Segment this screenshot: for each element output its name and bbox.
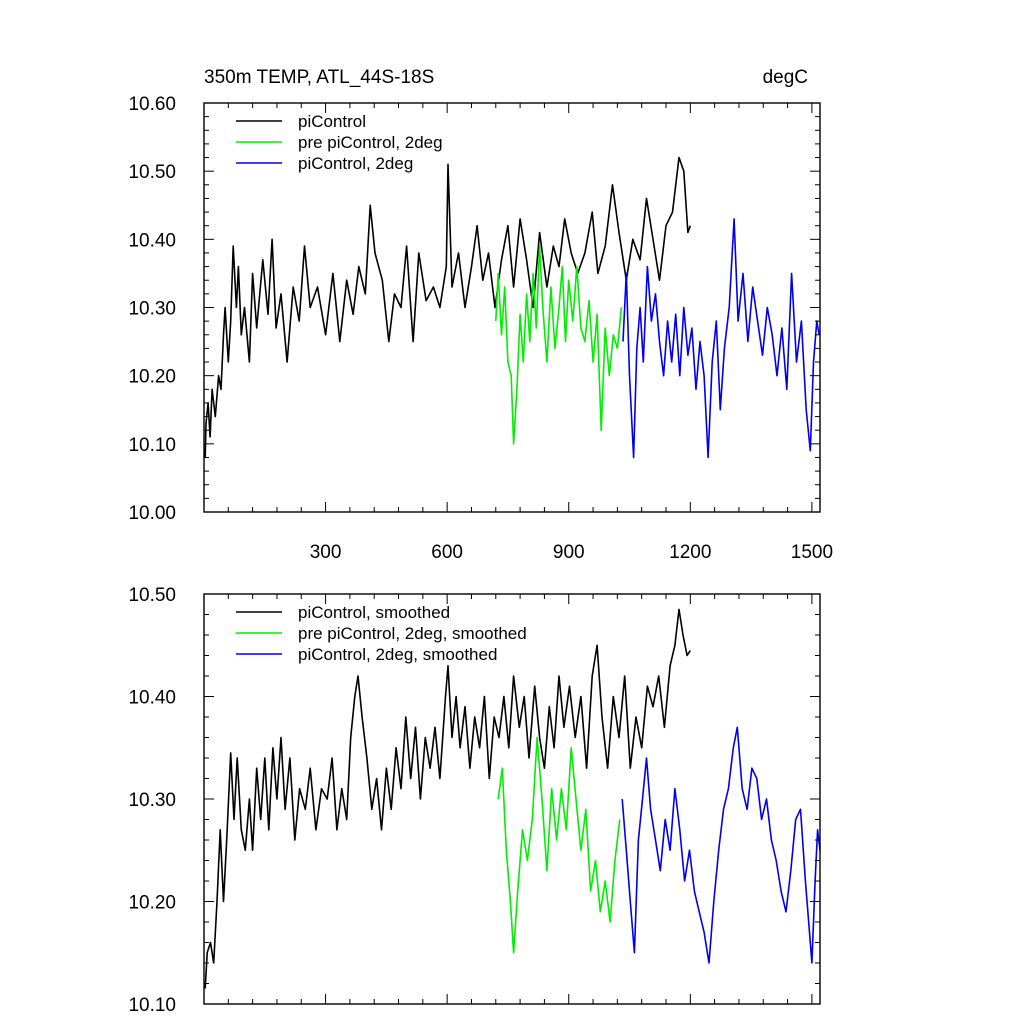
- legend-label: piControl, 2deg: [298, 154, 413, 173]
- legend-label: piControl, 2deg, smoothed: [298, 645, 497, 664]
- x-tick-label: 900: [553, 542, 585, 563]
- legend-label: piControl: [298, 112, 366, 131]
- series-line-2: [622, 218, 820, 459]
- x-tick-label: 1500: [791, 542, 833, 563]
- legend-label: pre piControl, 2deg, smoothed: [298, 624, 527, 643]
- x-tick-label: 1200: [669, 542, 711, 563]
- y-tick-label: 10.60: [128, 94, 176, 115]
- y-tick-label: 10.20: [128, 367, 176, 388]
- plot-frame: [203, 593, 821, 1005]
- legend-top: piControl pre piControl, 2deg piControl, 2…: [236, 112, 443, 173]
- y-tick-label: 10.50: [128, 585, 176, 606]
- y-tick-label: 10.40: [128, 688, 176, 709]
- panel-bottom-chart: 10.10 10.20 10.30 10.40 10.50 piControl, smo…: [128, 585, 821, 1016]
- y-tick-label: 10.10: [128, 435, 176, 456]
- series-line-0: [204, 156, 692, 458]
- y-tick-label: 10.00: [128, 503, 176, 524]
- y-tick-label: 10.50: [128, 162, 176, 183]
- y-tick-label: 10.30: [128, 299, 176, 320]
- x-tick-label: 300: [310, 542, 342, 563]
- panel-top-chart: 350m TEMP, ATL_44S-18S degC 10.00 10.10 10…: [128, 67, 833, 563]
- series-line-1: [497, 736, 621, 954]
- chart-title-left: 350m TEMP, ATL_44S-18S: [204, 67, 434, 88]
- chart-title-right: degC: [763, 67, 808, 88]
- legend-label: piControl, smoothed: [298, 603, 450, 622]
- y-tick-label: 10.10: [128, 995, 176, 1016]
- series-line-2: [621, 726, 821, 964]
- legend-bottom: piControl, smoothed pre piControl, 2deg, …: [236, 603, 527, 664]
- y-tick-label: 10.30: [128, 790, 176, 811]
- x-tick-label: 600: [431, 542, 463, 563]
- series-line-0: [204, 608, 691, 989]
- legend-label: pre piControl, 2deg: [298, 133, 443, 152]
- y-tick-label: 10.40: [128, 230, 176, 251]
- series-line-1: [495, 245, 623, 445]
- y-tick-label: 10.20: [128, 893, 176, 914]
